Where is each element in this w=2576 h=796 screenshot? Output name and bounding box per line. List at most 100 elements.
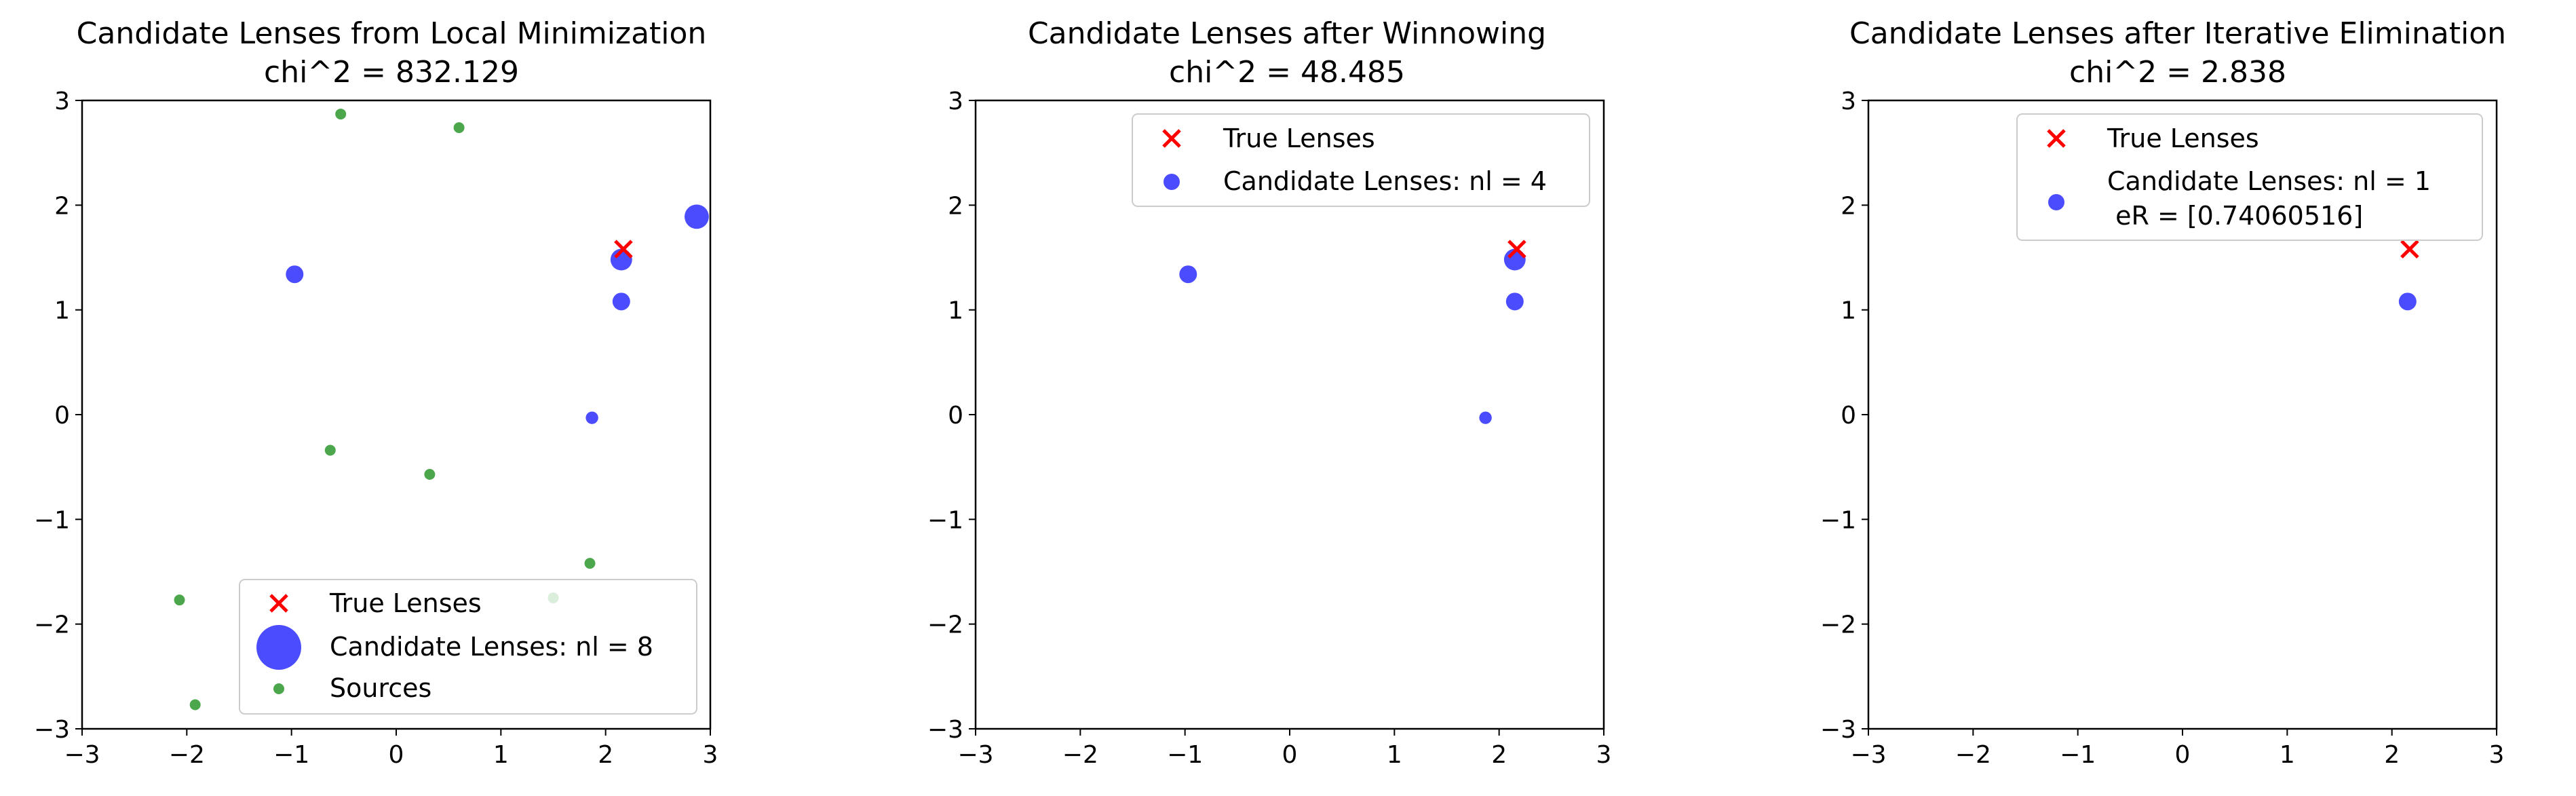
y-tick-label: −3 [34,716,70,744]
x-tick-label: 0 [389,741,404,769]
y-tick-label: −1 [1820,506,1856,534]
y-tick-label: −1 [34,506,70,534]
true-lens-marker [614,240,633,259]
y-tick-label: −2 [927,611,963,639]
x-tick-label: −3 [64,741,100,769]
x-tick-label: 1 [493,741,509,769]
x-tick-label: −2 [1062,741,1098,769]
source-point [324,444,336,456]
source-point [335,109,347,120]
y-tick-label: −2 [34,611,70,639]
panel-chi2: chi^2 = 2.838 [2069,55,2286,90]
true-lens-marker [1507,240,1526,259]
panel-local-minimization: Candidate Lenses from Local Minimization… [34,16,718,769]
y-tick-label: 2 [1841,192,1856,220]
y-tick-label: 3 [54,88,70,115]
axis-ticks: −3 −2 −1 0 1 2 3 −3 −2 −1 0 1 2 3 [1820,88,2505,769]
y-tick-label: 1 [54,297,70,325]
panel-winnowing: Candidate Lenses after Winnowing chi^2 =… [927,16,1612,769]
axis-ticks: −3 −2 −1 0 1 2 3 −3 −2 −1 0 1 2 3 [34,88,718,769]
x-tick-label: 0 [1282,741,1298,769]
source-point [424,468,436,480]
x-tick-label: 3 [2489,741,2505,769]
y-tick-label: 3 [1841,88,1856,115]
y-tick-label: 2 [948,192,963,220]
legend-label: Sources [330,673,431,703]
x-tick-label: 2 [1491,741,1507,769]
y-tick-label: −3 [1820,716,1856,744]
candidate-lens-point [1505,292,1524,311]
legend-box [1132,113,1590,207]
x-stroke [1507,240,1526,259]
x-tick-label: −2 [1955,741,1991,769]
x-tick-label: −3 [957,741,993,769]
source-point [453,122,465,134]
legend: True Lenses Candidate Lenses: nl = 1 eR … [2016,113,2483,241]
x-tick-label: 3 [703,741,718,769]
y-tick-label: −2 [1820,611,1856,639]
candidate-lens-point [585,411,598,424]
legend-circle-marker [256,625,301,670]
legend-box [2016,113,2483,241]
x-stroke [2400,240,2419,259]
legend-label: Candidate Lenses: nl = 1 [2107,166,2431,196]
legend-circle-marker [1164,174,1180,190]
candidate-lens-point [612,292,630,311]
x-tick-label: 1 [2280,741,2295,769]
x-tick-label: 1 [1387,741,1402,769]
x-tick-label: −1 [2060,741,2096,769]
legend-label: Candidate Lenses: nl = 8 [330,632,653,662]
y-tick-label: 0 [948,402,963,430]
plot-marks [1179,240,1526,424]
legend-x-marker [1162,129,1181,148]
axes-frame [81,99,712,730]
panel-iterative-elimination: Candidate Lenses after Iterative Elimina… [1820,16,2506,769]
axis-ticks: −3 −2 −1 0 1 2 3 −3 −2 −1 0 1 2 3 [927,88,1612,769]
legend-label: Candidate Lenses: nl = 4 [1223,166,1547,196]
candidate-lens-point [1479,411,1492,424]
legend-circle-marker [273,683,284,694]
source-point [189,699,201,710]
candidate-lens-point [1179,265,1197,284]
y-tick-label: −3 [927,716,963,744]
legend-label: True Lenses [2107,124,2259,153]
y-tick-label: 1 [948,297,963,325]
legend-label: True Lenses [329,588,482,618]
panel-chi2: chi^2 = 48.485 [1169,55,1405,90]
legend-x-marker [2047,129,2066,148]
x-tick-label: 3 [1596,741,1612,769]
candidate-lens-point [2398,292,2417,311]
legend-label-eR: eR = [0.74060516] [2107,201,2363,231]
x-tick-label: −3 [1850,741,1886,769]
plot-marks [174,109,709,710]
legend-box [239,579,697,715]
y-tick-label: 0 [54,402,70,430]
panel-title: Candidate Lenses from Local Minimization [77,16,707,51]
y-tick-label: −1 [927,506,963,534]
legend: True Lenses Candidate Lenses: nl = 4 [1132,113,1590,207]
panel-title: Candidate Lenses after Winnowing [1028,16,1546,51]
x-stroke [614,240,633,259]
plot-marks [2398,240,2419,311]
candidate-lens-point [685,204,709,229]
y-tick-label: 2 [54,192,70,220]
x-tick-label: 2 [2384,741,2400,769]
y-tick-label: 1 [1841,297,1856,325]
axes-frame [1867,99,2498,730]
x-tick-label: −2 [169,741,205,769]
y-tick-label: 3 [948,88,963,115]
x-tick-label: 0 [2175,741,2191,769]
legend-x-marker [269,594,288,613]
legend-circle-marker [2048,194,2064,210]
panel-title: Candidate Lenses after Iterative Elimina… [1849,16,2506,51]
true-lens-marker [2400,240,2419,259]
x-tick-label: −1 [273,741,309,769]
panel-chi2: chi^2 = 832.129 [264,55,519,90]
candidate-lens-point [286,265,304,284]
source-point [174,594,185,606]
legend: True Lenses Candidate Lenses: nl = 8 Sou… [239,579,697,715]
x-tick-label: −1 [1167,741,1203,769]
source-point [584,558,596,569]
axes-frame [974,99,1605,730]
